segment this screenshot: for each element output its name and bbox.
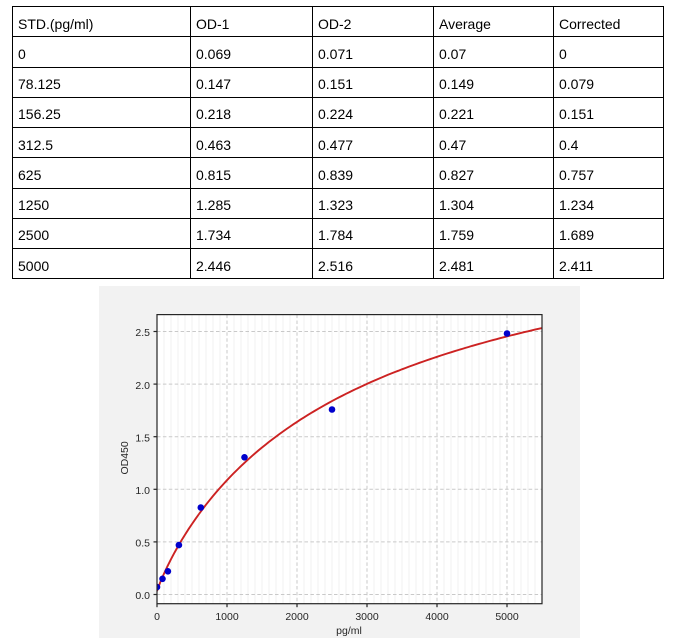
svg-text:0.0: 0.0 xyxy=(135,590,150,602)
svg-text:0: 0 xyxy=(154,611,160,623)
svg-text:1.5: 1.5 xyxy=(135,432,150,444)
svg-text:4000: 4000 xyxy=(425,611,449,623)
svg-text:OD450: OD450 xyxy=(119,441,131,474)
svg-text:3000: 3000 xyxy=(355,611,379,623)
svg-text:1000: 1000 xyxy=(215,611,239,623)
svg-text:2.5: 2.5 xyxy=(135,327,150,339)
svg-text:pg/ml: pg/ml xyxy=(336,625,362,637)
svg-text:2.0: 2.0 xyxy=(135,380,150,392)
svg-text:1.0: 1.0 xyxy=(135,485,150,497)
svg-text:5000: 5000 xyxy=(495,611,519,623)
svg-text:2000: 2000 xyxy=(285,611,309,623)
svg-text:0.5: 0.5 xyxy=(135,538,150,550)
